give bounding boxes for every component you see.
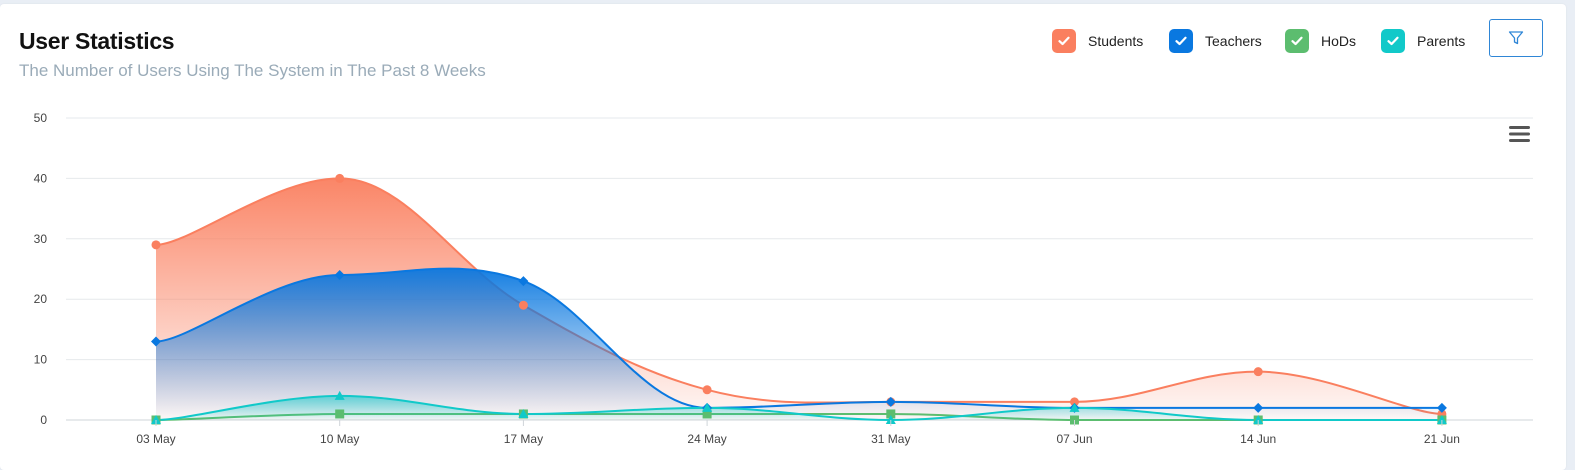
legend-item-students[interactable]: Students	[1052, 27, 1143, 55]
legend-item-hods[interactable]: HoDs	[1285, 27, 1356, 55]
data-point-parents	[1253, 415, 1264, 424]
data-point-students	[1253, 367, 1263, 377]
y-tick-label: 50	[34, 111, 48, 125]
data-point-parents	[518, 408, 529, 418]
data-point-teachers	[885, 396, 896, 407]
data-point-parents	[1436, 415, 1447, 424]
chart-menu-button[interactable]	[1508, 124, 1532, 144]
hamburger-menu-icon	[1509, 126, 1530, 142]
data-point-parents	[885, 415, 896, 424]
checkmark-icon	[1381, 29, 1405, 53]
data-point-teachers	[1253, 402, 1264, 413]
legend-item-teachers[interactable]: Teachers	[1169, 27, 1262, 55]
filter-icon	[1508, 31, 1524, 45]
x-tick-label: 03 May	[136, 432, 175, 446]
data-point-parents	[151, 415, 161, 424]
series-line-parents	[155, 394, 1442, 422]
y-tick-label: 10	[34, 353, 48, 367]
filter-button[interactable]	[1489, 19, 1543, 57]
x-tick-label: 24 May	[687, 432, 726, 446]
x-tick-label: 10 May	[320, 432, 359, 446]
data-point-students	[1070, 397, 1079, 407]
checkmark-icon	[1285, 29, 1309, 53]
x-tick-label: 07 Jun	[1056, 432, 1092, 446]
series-line-students	[155, 177, 1442, 415]
legend-item-parents[interactable]: Parents	[1381, 27, 1465, 55]
x-tick-label: 14 Jun	[1240, 432, 1276, 446]
series-line-teachers	[155, 267, 1442, 409]
page-subtitle: The Number of Users Using The System in …	[19, 61, 486, 80]
data-point-teachers	[334, 270, 345, 281]
checkmark-icon	[1052, 29, 1076, 53]
data-point-parents	[334, 390, 345, 400]
y-tick-label: 20	[34, 292, 48, 306]
series-area-parents	[156, 395, 1442, 420]
x-tick-label: 17 May	[504, 432, 543, 446]
legend-label: HoDs	[1321, 33, 1357, 49]
data-point-hods	[886, 409, 896, 419]
page-title: User Statistics	[19, 28, 175, 54]
checkmark-icon	[1169, 29, 1193, 53]
data-point-hods	[702, 409, 712, 419]
data-point-teachers	[518, 276, 529, 287]
series-area-teachers	[156, 268, 1442, 420]
y-tick-label: 0	[40, 413, 47, 427]
data-point-students	[702, 385, 712, 395]
x-tick-label: 31 May	[871, 432, 910, 446]
legend-label: Teachers	[1205, 33, 1262, 49]
legend-label: Students	[1088, 33, 1144, 49]
data-point-parents	[1069, 402, 1080, 412]
data-point-teachers	[1436, 402, 1447, 413]
y-tick-label: 40	[34, 171, 48, 185]
y-tick-label: 30	[34, 232, 48, 246]
data-point-parents	[702, 402, 713, 412]
data-point-hods	[335, 409, 345, 419]
data-point-students	[335, 173, 345, 183]
data-point-teachers	[151, 336, 161, 347]
data-point-students	[518, 300, 528, 310]
legend-label: Parents	[1417, 33, 1466, 49]
data-point-students	[151, 240, 161, 250]
x-tick-label: 21 Jun	[1424, 432, 1460, 446]
